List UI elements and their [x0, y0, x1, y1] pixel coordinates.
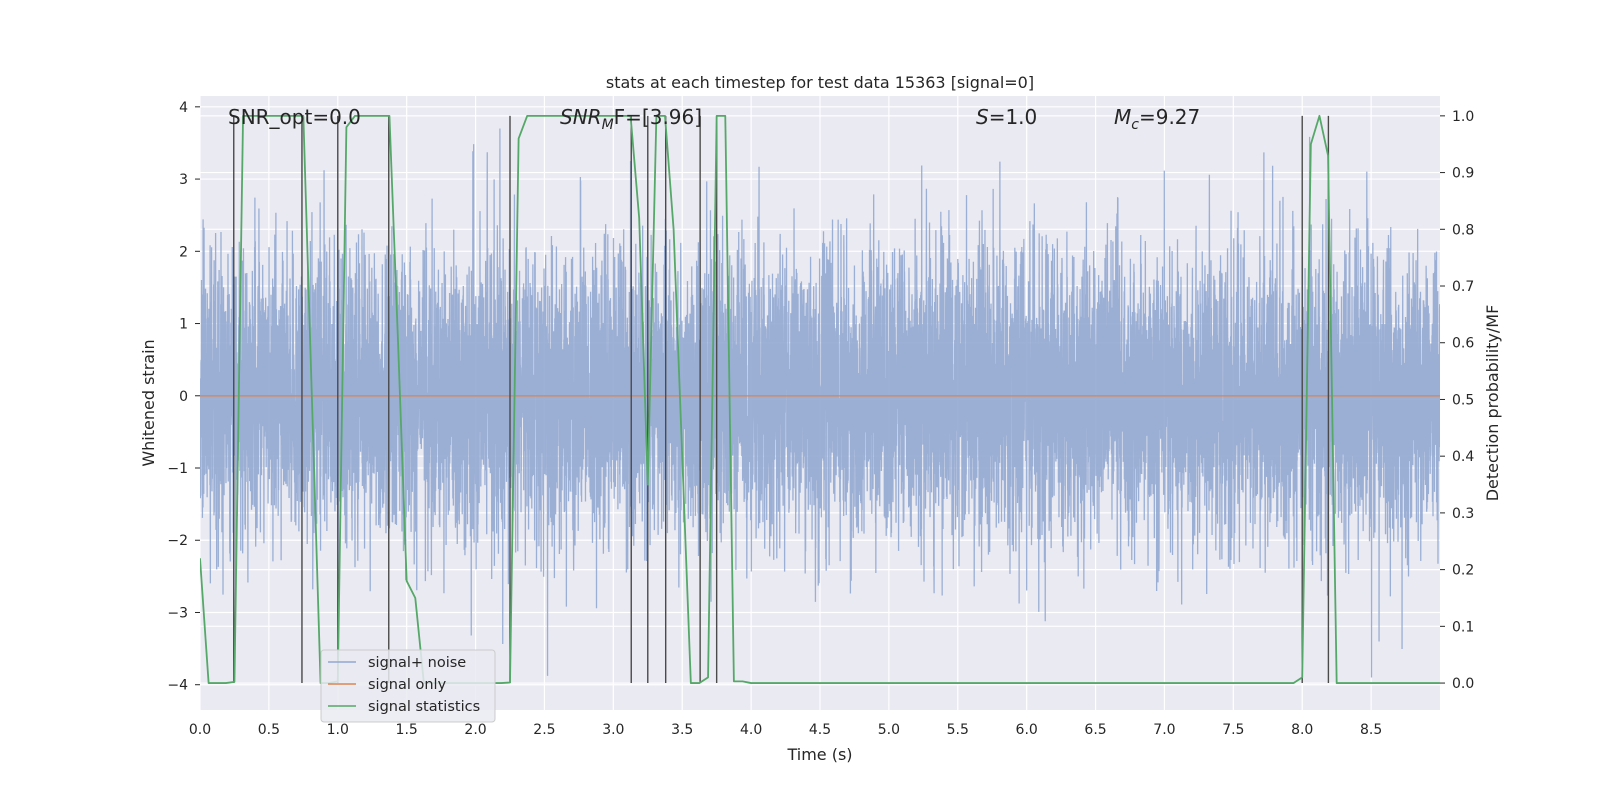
annotation-s: S=1.0: [976, 105, 1037, 129]
legend-label-signal-statistics: signal statistics: [368, 699, 480, 715]
y-tick-label: 1: [179, 317, 188, 333]
x-tick-label: 2.5: [533, 722, 555, 738]
annotation-snr-mf-symbol: SNR: [560, 105, 602, 129]
annotation-mc-subscript: c: [1131, 117, 1139, 133]
x-tick-label: 5.0: [878, 722, 900, 738]
detection-markers: [233, 115, 1330, 684]
y-right-tick-label: 0.3: [1452, 506, 1474, 522]
y-right-tick-label: 0.0: [1452, 676, 1474, 692]
x-tick-label: 4.5: [809, 722, 831, 738]
x-tick-label: 1.0: [327, 722, 349, 738]
annotation-snr-mf-subscript: M: [602, 117, 614, 133]
series-signal-statistics: [200, 114, 1440, 684]
y-tick-label: −1: [167, 461, 188, 477]
annotation-snr-mf-value: F=[3.96]: [614, 105, 702, 129]
x-tick-label: 8.0: [1291, 722, 1313, 738]
x-axis-ticks: 0.0 0.5 1.0 1.5 2.0 2.5 3.0 3.5 4.0 4.5 5.0 5.5 6.0 6…: [189, 722, 1382, 738]
annotation-snr-mf: SNRMF=[3.96]: [560, 105, 702, 133]
y-tick-label: 4: [179, 100, 188, 116]
x-tick-label: 7.5: [1222, 722, 1244, 738]
y-tick-label: −3: [167, 605, 188, 621]
x-tick-label: 4.0: [740, 722, 762, 738]
y-right-tick-label: 0.8: [1452, 222, 1474, 238]
x-tick-label: 8.5: [1360, 722, 1382, 738]
y-axis-ticks: 4 3 2 1 0 −1 −2 −3 −4: [167, 100, 200, 694]
annotation-s-symbol: S: [976, 105, 989, 129]
legend-label-signal-only: signal only: [368, 677, 447, 693]
x-tick-label: 1.5: [396, 722, 418, 738]
y-tick-label: −2: [167, 533, 188, 549]
y-tick-label: 0: [179, 389, 188, 405]
series-signal-noise: [200, 128, 1440, 678]
y-tick-label: −4: [167, 678, 188, 694]
signal-statistics-line: [200, 114, 1440, 684]
annotation-mc-value: =9.27: [1139, 105, 1200, 129]
y-right-tick-label: 0.1: [1452, 619, 1474, 635]
x-tick-label: 6.0: [1016, 722, 1038, 738]
signal-noise-line: [200, 128, 1440, 678]
x-tick-label: 0.0: [189, 722, 211, 738]
y-right-tick-label: 0.2: [1452, 563, 1474, 579]
y-tick-label: 2: [179, 244, 188, 260]
y-right-tick-label: 0.5: [1452, 392, 1474, 408]
x-tick-label: 6.5: [1084, 722, 1106, 738]
annotation-snr-opt: SNR_opt=0.0: [228, 105, 361, 129]
y-tick-label: 3: [179, 172, 188, 188]
annotation-s-value: =1.0: [989, 105, 1038, 129]
x-tick-label: 3.0: [602, 722, 624, 738]
x-tick-label: 3.5: [671, 722, 693, 738]
x-tick-label: 7.0: [1153, 722, 1175, 738]
y-right-axis-ticks: 1.0 0.9 0.8 0.7 0.6 0.5 0.4 0.3 0.2 0.1 0.0: [1440, 109, 1474, 692]
x-tick-label: 5.5: [947, 722, 969, 738]
y-right-tick-label: 0.7: [1452, 279, 1474, 295]
legend-label-signal-noise: signal+ noise: [368, 655, 466, 671]
y-right-axis-label: Detection probability/MF: [1483, 305, 1502, 502]
x-tick-label: 0.5: [258, 722, 280, 738]
chart-title: stats at each timestep for test data 153…: [606, 73, 1034, 92]
annotation-mc-symbol: M: [1114, 105, 1131, 129]
legend-box: [320, 649, 496, 723]
x-tick-label: 2.0: [464, 722, 486, 738]
y-right-tick-label: 0.6: [1452, 336, 1474, 352]
y-right-tick-label: 1.0: [1452, 109, 1474, 125]
y-axis-label: Whitened strain: [139, 339, 158, 466]
x-axis-label: Time (s): [786, 745, 852, 764]
y-right-tick-label: 0.9: [1452, 166, 1474, 182]
y-right-tick-label: 0.4: [1452, 449, 1474, 465]
annotation-mc: Mc=9.27: [1114, 105, 1200, 133]
legend: signal+ noise signal only signal statist…: [320, 649, 496, 723]
